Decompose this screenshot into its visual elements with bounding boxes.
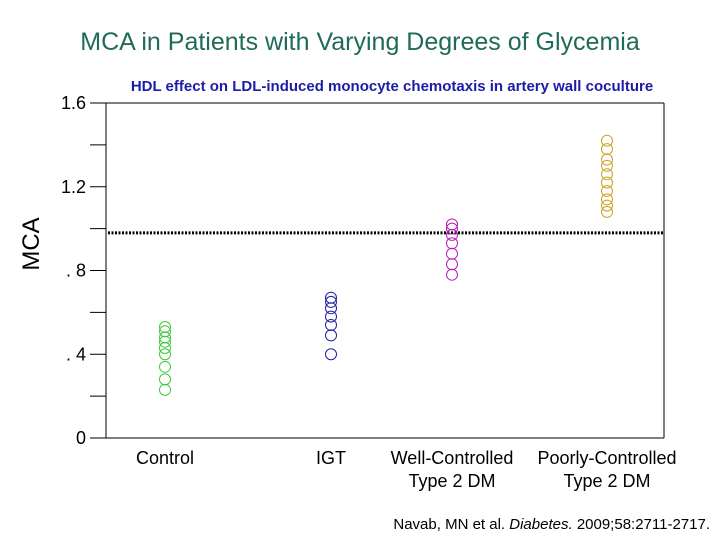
data-point <box>325 310 337 323</box>
tick-labels: 0 . 4 . 8 1.2 1.6 <box>61 93 86 448</box>
data-point <box>325 329 337 342</box>
grid-and-axes <box>90 102 665 439</box>
data-point <box>446 258 458 271</box>
data-point <box>601 205 613 218</box>
category-label: Poorly-Controlled <box>537 448 676 468</box>
data-point <box>446 228 458 241</box>
category-label: Type 2 DM <box>563 471 650 491</box>
data-point <box>601 193 613 206</box>
data-point <box>601 143 613 156</box>
data-point <box>446 222 458 235</box>
category-label: IGT <box>316 448 346 468</box>
data-point <box>325 295 337 308</box>
y-tick-label: 1.6 <box>61 93 86 113</box>
citation-details: 2009;58:2711-2717. <box>576 516 710 533</box>
data-point <box>325 302 337 315</box>
citation-authors: Navab, MN et al. <box>393 516 506 533</box>
y-tick-label: 1.2 <box>61 177 86 197</box>
category-label: Control <box>136 448 194 468</box>
data-point <box>159 331 171 344</box>
data-point <box>446 268 458 281</box>
chart-title: MCA in Patients with Varying Degrees of … <box>80 28 640 56</box>
data-point <box>601 184 613 197</box>
y-tick-label: . 4 <box>66 344 86 364</box>
data-point <box>601 176 613 189</box>
data-point <box>325 291 337 304</box>
data-point <box>159 373 171 386</box>
data-point <box>325 318 337 331</box>
data-point <box>159 321 171 334</box>
y-tick-label: 0 <box>76 428 86 448</box>
citation-journal: Diabetes. <box>509 516 573 533</box>
data-point <box>159 341 171 354</box>
data-point <box>159 360 171 373</box>
y-tick-label: . 8 <box>66 261 86 281</box>
data-point <box>159 383 171 396</box>
chart-subtitle: HDL effect on LDL-induced monocyte chemo… <box>130 78 654 95</box>
data-point <box>601 168 613 181</box>
data-point <box>159 348 171 361</box>
data-point <box>446 237 458 250</box>
data-point <box>325 348 337 361</box>
data-point <box>446 247 458 260</box>
category-labels: Control IGT Well-Controlled Type 2 DM Poorly… <box>136 448 677 491</box>
data-points <box>159 134 613 396</box>
data-point <box>446 218 458 231</box>
data-point <box>601 153 613 166</box>
data-point <box>601 199 613 212</box>
category-label: Type 2 DM <box>408 471 495 491</box>
data-point <box>159 335 171 348</box>
data-point <box>159 325 171 338</box>
citation: Navab, MN et al. Diabetes. 2009;58:2711-… <box>393 516 710 533</box>
category-label: Well-Controlled <box>391 448 514 468</box>
data-point <box>601 134 613 147</box>
data-point <box>601 159 613 172</box>
